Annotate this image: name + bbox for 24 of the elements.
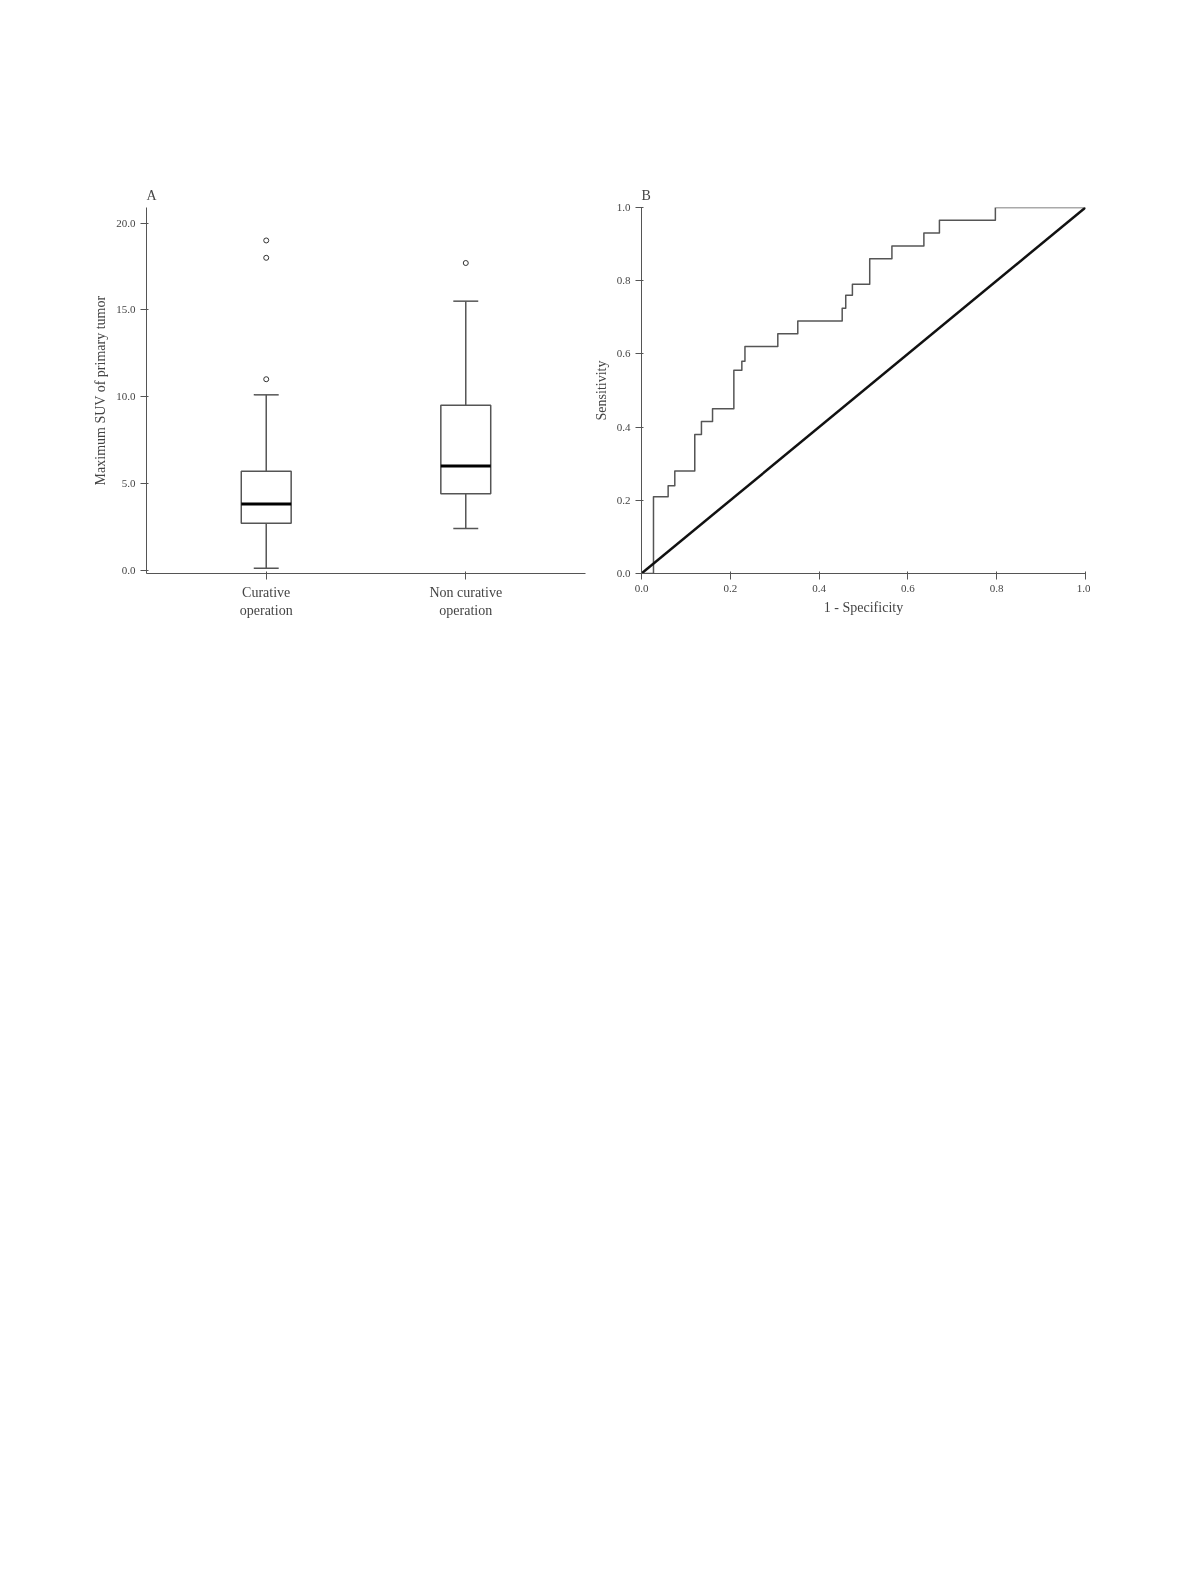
y-tick-label: 0.4 (616, 420, 631, 433)
x-tick-label: 1.0 (1076, 581, 1091, 594)
y-tick-label: 15.0 (116, 303, 136, 316)
x-tick-label: Curative operation (239, 584, 293, 618)
y-tick-label: 1.0 (616, 201, 631, 213)
x-tick-label: 0.6 (901, 581, 916, 594)
x-tick-label: 0.0 (634, 581, 649, 594)
x-tick-label: 0.4 (812, 581, 827, 594)
y-tick-label: 0.0 (616, 567, 631, 579)
y-tick-label: 10.0 (116, 390, 136, 403)
y-tick-label: 0.0 (121, 563, 136, 576)
chart-title: B (641, 187, 651, 203)
y-tick-label: 20.0 (116, 216, 136, 229)
x-tick-label: Non curative operation (429, 584, 503, 618)
y-axis-title: Maximum SUV of primary tumor (93, 295, 109, 486)
x-tick-label: 0.2 (723, 581, 738, 594)
y-axis-title: Sensitivity (593, 360, 609, 421)
x-axis-title: 1 - Specificity (823, 599, 904, 615)
x-tick-label: 0.8 (989, 581, 1005, 594)
y-tick-label: 0.6 (616, 347, 631, 360)
y-tick-label: 0.8 (616, 274, 631, 287)
y-tick-label: 0.2 (616, 493, 631, 506)
chart-title: A (146, 187, 158, 203)
y-tick-label: 5.0 (121, 476, 136, 489)
